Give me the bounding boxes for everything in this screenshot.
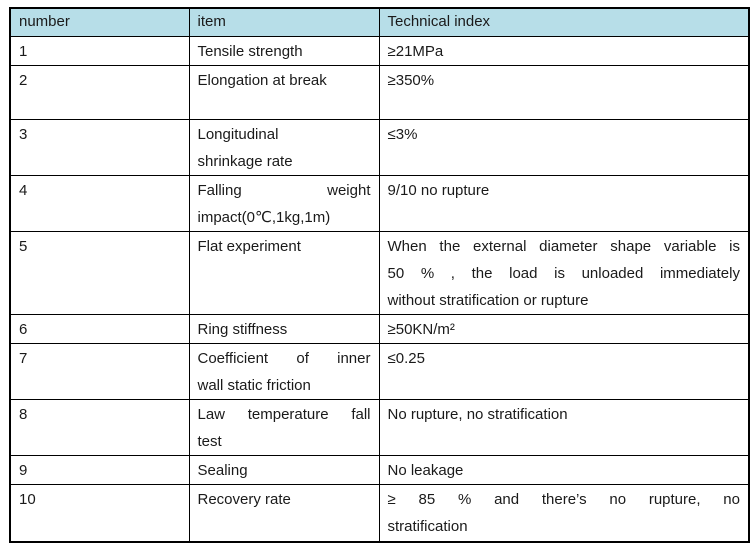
cell-technical-index: No leakage — [378, 455, 750, 485]
cell-number: 5 — [9, 231, 190, 315]
cell-technical-index: ≥350% — [378, 65, 750, 120]
cell-item: Flat experiment — [188, 231, 380, 315]
table-row: 5 Flat experiment When the external diam… — [9, 231, 750, 315]
cell-item: Sealing — [188, 455, 380, 485]
cell-item: Coefficient of inner wall static friction — [188, 343, 380, 400]
cell-technical-index: 9/10 no rupture — [378, 175, 750, 232]
cell-number: 1 — [9, 36, 190, 66]
table-row: 1 Tensile strength ≥21MPa — [9, 36, 750, 66]
cell-technical-index: ≥21MPa — [378, 36, 750, 66]
cell-number: 9 — [9, 455, 190, 485]
table-row: 3 Longitudinal shrinkage rate ≤3% — [9, 119, 750, 176]
cell-item: Ring stiffness — [188, 314, 380, 344]
cell-item: Tensile strength — [188, 36, 380, 66]
technical-spec-table: number item Technical index 1 Tensile st… — [9, 7, 750, 543]
cell-technical-index: ≤3% — [378, 119, 750, 176]
table-row: 4 Falling weight impact(0℃,1kg,1m) 9/10 n… — [9, 175, 750, 232]
table-row: 6 Ring stiffness ≥50KN/m² — [9, 314, 750, 344]
cell-number: 8 — [9, 399, 190, 456]
table-row: 2 Elongation at break ≥350% — [9, 65, 750, 120]
table-row: 7 Coefficient of inner wall static fricti… — [9, 343, 750, 400]
cell-technical-index: No rupture, no stratification — [378, 399, 750, 456]
cell-number: 4 — [9, 175, 190, 232]
cell-item: Falling weight impact(0℃,1kg,1m) — [188, 175, 380, 232]
cell-number: 10 — [9, 484, 190, 542]
table-row: 10 Recovery rate ≥ 85 % and there’s no r… — [9, 484, 750, 542]
table-row: 9 Sealing No leakage — [9, 455, 750, 485]
cell-technical-index: When the external diameter shape variabl… — [378, 231, 750, 315]
col-header-number: number — [9, 7, 190, 37]
cell-item: Recovery rate — [188, 484, 380, 542]
cell-number: 3 — [9, 119, 190, 176]
cell-technical-index: ≥ 85 % and there’s no rupture, no stratif… — [378, 484, 750, 542]
cell-item: Law temperature fall test — [188, 399, 380, 456]
header-row: number item Technical index — [9, 7, 750, 37]
cell-technical-index: ≥50KN/m² — [378, 314, 750, 344]
cell-item: Elongation at break — [188, 65, 380, 120]
cell-number: 2 — [9, 65, 190, 120]
cell-technical-index: ≤0.25 — [378, 343, 750, 400]
cell-number: 6 — [9, 314, 190, 344]
col-header-item: item — [188, 7, 380, 37]
col-header-technical-index: Technical index — [378, 7, 750, 37]
cell-number: 7 — [9, 343, 190, 400]
table-row: 8 Law temperature fall test No rupture, n… — [9, 399, 750, 456]
cell-item: Longitudinal shrinkage rate — [188, 119, 380, 176]
